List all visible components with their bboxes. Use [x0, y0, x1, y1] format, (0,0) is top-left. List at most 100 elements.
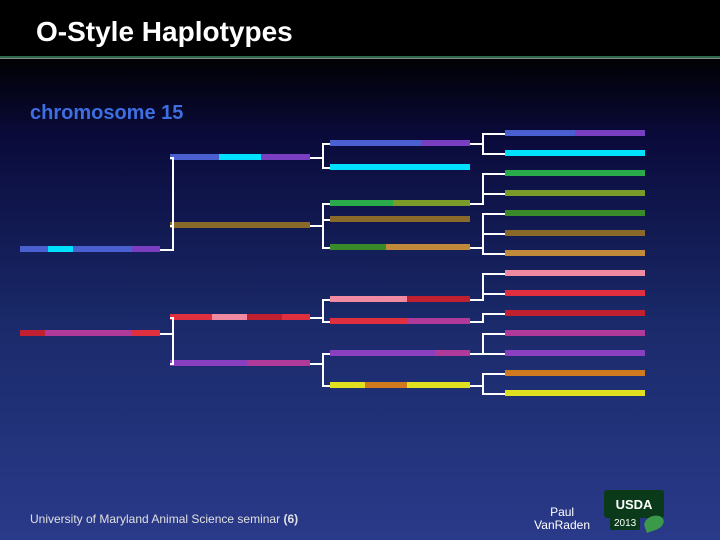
leaf-haplotype	[575, 130, 645, 136]
connector	[322, 321, 330, 323]
connector	[322, 353, 324, 387]
leaf-haplotype	[505, 230, 645, 236]
connector	[170, 225, 172, 227]
node-haplotype	[282, 314, 310, 320]
connector	[170, 317, 172, 319]
leaf-haplotype	[505, 190, 645, 196]
node-haplotype	[421, 140, 470, 146]
connector	[310, 157, 322, 159]
node-haplotype	[330, 200, 393, 206]
connector	[482, 193, 505, 195]
author-line1: Paul	[534, 506, 590, 519]
connector	[172, 157, 174, 251]
connector	[160, 249, 172, 251]
leaf-haplotype	[505, 130, 575, 136]
usda-year: 2013	[610, 517, 640, 530]
author-line2: VanRaden	[534, 519, 590, 532]
node-haplotype	[247, 314, 282, 320]
connector	[470, 299, 482, 301]
node-haplotype	[170, 222, 310, 228]
connector	[482, 233, 505, 235]
connector	[482, 293, 505, 295]
root-haplotype	[45, 330, 132, 336]
connector	[482, 333, 484, 355]
node-haplotype	[170, 154, 219, 160]
connector	[482, 393, 505, 395]
connector	[322, 353, 330, 355]
connector	[322, 143, 330, 145]
connector	[470, 353, 482, 355]
connector	[170, 363, 172, 365]
root-haplotype	[20, 330, 45, 336]
connector	[482, 133, 505, 135]
connector	[482, 213, 505, 215]
node-haplotype	[330, 350, 435, 356]
root-haplotype	[48, 246, 73, 252]
node-haplotype	[330, 296, 407, 302]
connector	[322, 385, 330, 387]
root-haplotype	[73, 246, 132, 252]
usda-logo: USDA 2013	[604, 490, 700, 530]
leaf-haplotype	[505, 170, 645, 176]
connector	[322, 219, 330, 221]
connector	[172, 317, 174, 365]
connector	[322, 299, 324, 323]
connector	[470, 143, 482, 145]
node-haplotype	[170, 360, 247, 366]
node-haplotype	[247, 360, 310, 366]
footer-author: Paul VanRaden	[534, 506, 590, 532]
connector	[482, 353, 505, 355]
node-haplotype	[330, 164, 470, 170]
node-haplotype	[435, 350, 470, 356]
connector	[310, 363, 322, 365]
connector	[482, 333, 505, 335]
node-haplotype	[330, 140, 421, 146]
connector	[160, 333, 172, 335]
node-haplotype	[170, 314, 212, 320]
leaf-haplotype	[505, 390, 645, 396]
connector	[482, 153, 505, 155]
node-haplotype	[330, 382, 365, 388]
node-haplotype	[330, 318, 407, 324]
connector	[482, 173, 505, 175]
node-haplotype	[330, 244, 386, 250]
root-haplotype	[132, 246, 160, 252]
slide-title: O-Style Haplotypes	[36, 16, 293, 48]
connector	[482, 273, 484, 301]
leaf-haplotype	[505, 150, 645, 156]
connector	[310, 225, 322, 227]
connector	[170, 157, 172, 159]
venue-text: University of Maryland Animal Science se…	[30, 512, 280, 526]
leaf-haplotype	[505, 210, 645, 216]
node-haplotype	[407, 318, 470, 324]
node-haplotype	[393, 200, 470, 206]
connector	[482, 373, 505, 375]
connector	[470, 203, 482, 205]
connector	[322, 247, 330, 249]
connector	[322, 143, 324, 169]
haplotype-tree	[0, 90, 720, 470]
connector	[470, 247, 482, 249]
connector	[470, 385, 482, 387]
connector	[470, 321, 482, 323]
connector	[322, 203, 324, 249]
node-haplotype	[212, 314, 247, 320]
node-haplotype	[261, 154, 310, 160]
connector	[482, 373, 484, 395]
node-haplotype	[386, 244, 470, 250]
node-haplotype	[330, 216, 470, 222]
connector	[322, 167, 330, 169]
node-haplotype	[219, 154, 261, 160]
leaf-haplotype	[505, 270, 645, 276]
connector	[310, 317, 322, 319]
node-haplotype	[365, 382, 407, 388]
connector	[482, 253, 505, 255]
title-rule	[0, 56, 720, 59]
footer-venue: University of Maryland Animal Science se…	[30, 512, 298, 526]
leaf-haplotype	[505, 370, 645, 376]
root-haplotype	[20, 246, 48, 252]
leaf-haplotype	[505, 330, 645, 336]
node-haplotype	[407, 382, 470, 388]
connector	[322, 203, 330, 205]
node-haplotype	[407, 296, 470, 302]
